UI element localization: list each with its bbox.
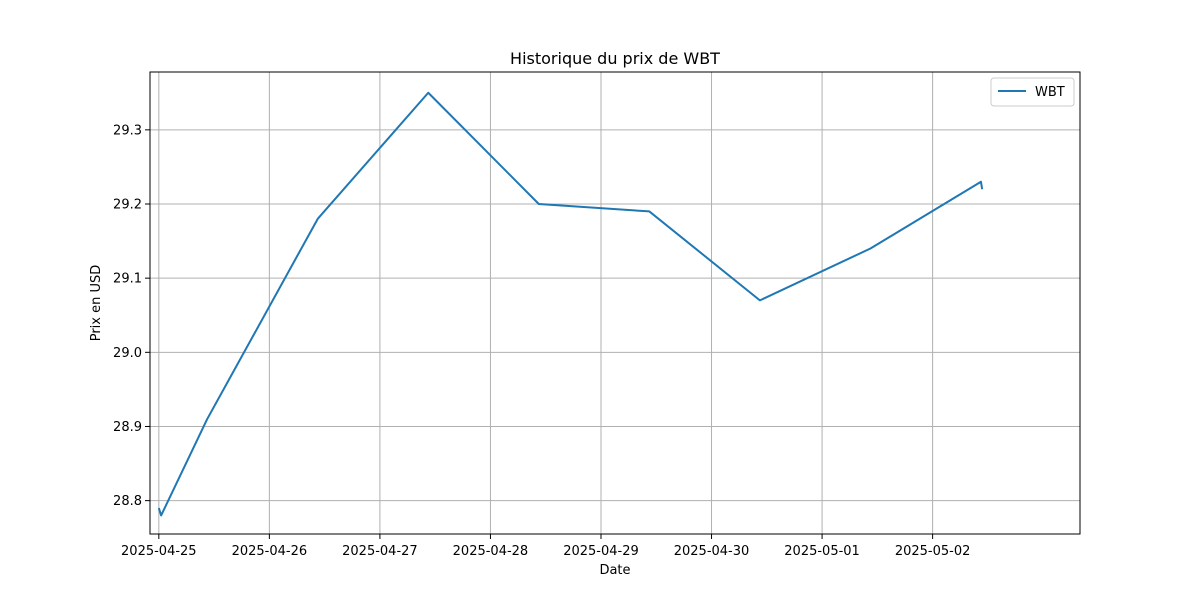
y-axis-title: Prix en USD <box>89 265 104 342</box>
series-line-wbt <box>157 91 984 517</box>
y-axis: 28.8 28.9 29.0 29.1 29.2 29.3 <box>113 123 150 509</box>
legend: WBT <box>990 77 1075 107</box>
legend-label: WBT <box>1035 85 1065 100</box>
y-tick-label: 29.0 <box>113 346 142 361</box>
y-tick-label: 29.2 <box>113 198 142 213</box>
x-tick-label: 2025-04-26 <box>232 544 308 559</box>
x-tick-label: 2025-05-02 <box>895 544 971 559</box>
y-tick-label: 28.8 <box>113 494 142 509</box>
x-tick-label: 2025-04-25 <box>121 544 197 559</box>
y-tick-label: 29.3 <box>113 123 142 138</box>
x-tick-label: 2025-04-27 <box>342 544 418 559</box>
x-tick-label: 2025-04-29 <box>563 544 639 559</box>
plot-area <box>157 91 984 517</box>
chart-title: Historique du prix de WBT <box>510 49 720 68</box>
axes-frame <box>149 71 1081 535</box>
legend-box <box>990 77 1075 107</box>
x-axis: 2025-04-25 2025-04-26 2025-04-27 2025-04-28… <box>121 534 970 559</box>
y-tick-label: 29.1 <box>113 272 142 287</box>
x-axis-title: Date <box>599 563 630 578</box>
x-tick-label: 2025-04-30 <box>674 544 750 559</box>
x-tick-label: 2025-05-01 <box>784 544 860 559</box>
x-tick-label: 2025-04-28 <box>453 544 529 559</box>
y-tick-label: 28.9 <box>113 420 142 435</box>
